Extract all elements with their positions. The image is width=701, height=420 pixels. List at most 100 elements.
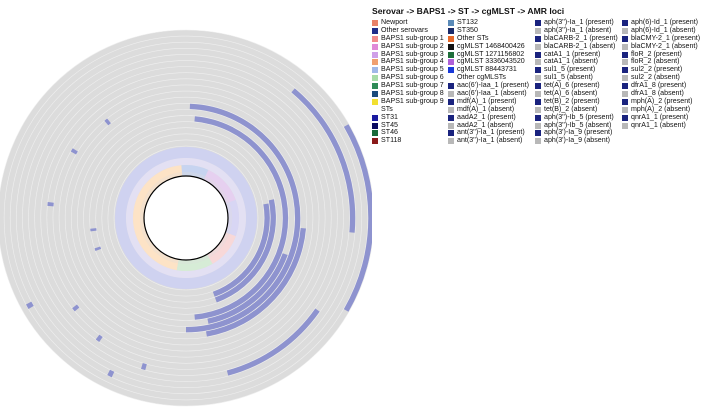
amr-ring-line [107,139,265,297]
legend-swatch [448,83,454,90]
amr-ring-line [113,145,259,291]
amr-ring-line [70,102,302,334]
legend-label: cgMLST 3336043520 [457,57,525,66]
amr-present-tick [47,202,54,207]
legend-label: sul1_5 (absent) [544,73,593,82]
legend-item: cgMLST 1468400426 [448,42,529,51]
legend-item: cgMLST 3336043520 [448,58,529,66]
legend-label: mdf(A)_1 (absent) [457,104,515,113]
baps1-segment [181,165,209,177]
legend-label: BAPS1 sub-group 1 [381,33,444,42]
amr-present-arc [343,124,372,312]
legend-swatch [535,90,541,97]
legend-item: mdf(A)_1 (present) [448,97,529,106]
legend-swatch [622,75,628,82]
legend-column: Newport Other serovars BAPS1 sub-group 1 BA… [372,18,444,145]
legend-label: dfrA1_8 (present) [631,81,687,90]
legend-swatch [535,51,541,58]
legend-item: BAPS1 sub-group 1 [372,33,444,43]
legend-swatch [372,35,378,42]
legend-item: Newport [372,18,444,27]
legend-item: sul1_5 (present) [535,65,618,74]
legend-item: BAPS1 sub-group 9 [372,97,444,106]
legend-swatch [622,90,628,97]
legend-item: blaCARB-2_1 (absent) [535,42,618,51]
legend-item: cgMLST 88443731 [448,65,529,74]
legend-swatch [535,106,541,113]
legend-item: tet(B)_2 (present) [535,97,618,106]
legend-label: dfrA1_8 (absent) [631,89,684,98]
amr-ring-line [40,72,332,364]
legend-item: ST118 [372,136,444,145]
legend-item: ST45 [372,120,444,130]
legend-swatch [372,138,378,145]
legend-swatch [535,59,541,66]
legend-label: blaCARB-2_1 (present) [544,33,618,42]
legend-swatch [535,19,541,26]
amr-ring-line [77,109,295,327]
legend-item: dfrA1_8 (present) [622,81,700,90]
amr-ring-line [34,66,338,370]
legend-swatch [448,59,454,66]
legend-swatch [448,27,454,34]
baps1-segment [229,199,240,237]
legend-item: aadA2_1 (absent) [448,121,529,130]
legend-label: ST45 [381,120,398,129]
legend-label: Other serovars [381,25,428,34]
baps1-segment [176,257,213,272]
amr-present-arc [291,88,356,233]
legend-label: blaCMY-2_1 (present) [631,33,701,42]
legend-item: aph(3'')-Ib_5 (present) [535,112,618,122]
legend-item: ST350 [448,26,529,35]
legend-swatch [622,19,628,26]
legend-label: BAPS1 sub-group 6 [381,73,444,82]
legend-column: aph(3'')-Ia_1 (present) aph(3'')-Ia_1 (ab… [535,18,618,145]
amr-present-tick [141,363,147,371]
legend-swatch [448,106,454,113]
legend-item: BAPS1 sub-group 6 [372,73,444,82]
legend-label: qnrA1_1 (present) [631,112,689,121]
legend-swatch [448,67,454,74]
legend-item: STs [372,104,444,114]
amr-ring-line [101,133,271,303]
legend-swatch [535,67,541,74]
legend-label: aph(6)-Id_1 (absent) [631,25,696,34]
legend-item: dfrA1_8 (absent) [622,89,700,98]
legend-swatch [372,19,378,26]
legend-swatch [535,130,541,137]
amr-ring-line [95,127,277,309]
amr-present-arc [212,203,270,297]
legend-swatch [448,75,454,82]
legend-label: aph(3'')-Ia_1 (absent) [544,25,612,34]
legend-item: cgMLST 1271156802 [448,50,529,59]
legend-swatch [535,27,541,34]
legend-swatch [622,106,628,113]
amr-present-tick [90,228,97,232]
legend-label: BAPS1 sub-group 7 [381,81,444,90]
legend-item: ST31 [372,113,444,122]
amr-present-tick [94,246,102,251]
legend-swatch [372,67,378,74]
legend-swatch [448,98,454,105]
legend-item: aadA2_1 (present) [448,113,529,122]
legend-item: floR_2 (absent) [622,58,700,66]
amr-present-tick [25,301,34,309]
legend-label: aph(3'')-Ib_5 (absent) [544,120,612,129]
legend-item: BAPS1 sub-group 8 [372,89,444,98]
amr-present-tick [104,118,111,126]
legend-swatch [448,19,454,26]
legend-label: sul2_2 (absent) [631,73,680,82]
legend-swatch [372,83,378,90]
legend-label: aph(3'')-Ib_5 (present) [544,112,614,121]
legend-label: aph(3'')-Ia_1 (present) [544,18,614,26]
legend-label: BAPS1 sub-group 8 [381,89,444,98]
legend-item: mph(A)_2 (present) [622,97,700,106]
legend-swatch [622,83,628,90]
legend-item: ant(3'')-Ia_1 (present) [448,129,529,137]
legend-label: cgMLST 88443731 [457,65,517,74]
amr-present-tick [107,369,115,378]
legend-label: blaCMY-2_1 (absent) [631,41,698,50]
legend-item: aph(3')-Ia_9 (present) [535,129,618,137]
legend-swatch [448,138,454,145]
legend-label: STs [381,104,393,113]
